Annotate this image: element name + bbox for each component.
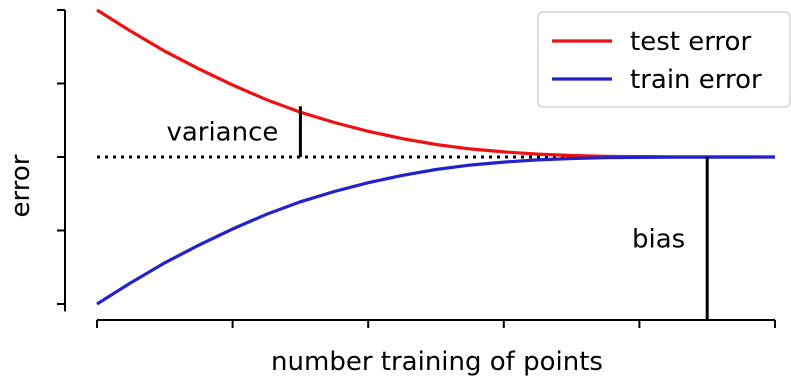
legend-frame xyxy=(537,11,791,108)
legend-label: train error xyxy=(630,65,762,95)
x-axis-label: number training of points xyxy=(271,347,603,377)
axes xyxy=(57,9,776,328)
annotation-layer: variance bias xyxy=(166,106,709,320)
series-layer xyxy=(96,8,776,306)
series-line xyxy=(96,155,776,306)
annotation-label: bias xyxy=(632,225,685,255)
legend-label: test error xyxy=(630,27,751,57)
annotation-label: variance xyxy=(166,118,278,148)
legend: test error train error xyxy=(537,11,791,108)
y-axis-label: error xyxy=(6,154,36,217)
